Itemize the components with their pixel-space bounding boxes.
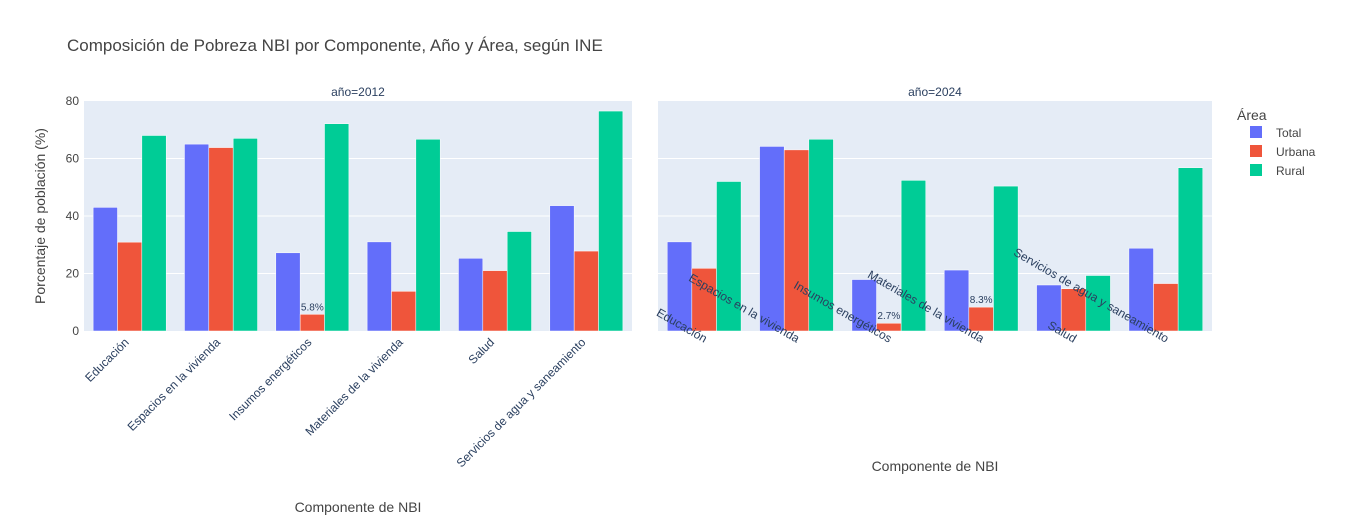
bar-rural[interactable] [1177, 167, 1204, 332]
bar-rural[interactable] [415, 138, 441, 332]
bar-rural[interactable] [993, 185, 1019, 332]
bar-urbana[interactable] [391, 291, 417, 332]
bar-rural[interactable] [900, 180, 927, 332]
x-tick-label: Espacios en la vivienda [125, 335, 224, 434]
legend-swatch [1250, 164, 1262, 176]
bar-rural[interactable] [1085, 275, 1111, 332]
bar-urbana[interactable] [691, 268, 717, 332]
legend-title: Área [1237, 107, 1267, 123]
y-tick-label: 60 [66, 152, 80, 166]
facet-label: año=2024 [908, 85, 962, 99]
bars[interactable] [666, 138, 1204, 332]
bar-rural[interactable] [598, 110, 624, 332]
y-axis-title: Porcentaje de población (%) [32, 128, 48, 304]
bar-urbana[interactable] [117, 241, 143, 332]
bar-data-label: 8.3% [970, 295, 993, 306]
bar-labels: 2.7% 8.3% [877, 295, 992, 322]
bar-total[interactable] [666, 241, 693, 332]
bar-total[interactable] [943, 269, 970, 332]
bar-rural[interactable] [324, 123, 350, 332]
bar-urbana[interactable] [783, 149, 810, 332]
x-axis-title: Componente de NBI [872, 458, 999, 474]
y-tick-label: 20 [66, 267, 80, 281]
x-axis-title: Componente de NBI [295, 499, 422, 515]
legend: Área Total Urbana Rural [1237, 107, 1316, 178]
bar-rural[interactable] [141, 135, 167, 332]
bar-labels: 5.8% [301, 302, 324, 313]
bar-rural[interactable] [808, 138, 834, 332]
y-tick-labels: 0 20 40 60 80 [66, 94, 80, 338]
bars[interactable] [92, 110, 624, 332]
bar-data-label: 2.7% [877, 311, 900, 322]
facet-label: año=2012 [331, 85, 385, 99]
x-tick-label: Salud [466, 335, 498, 367]
bar-rural[interactable] [232, 138, 258, 332]
bar-data-label: 5.8% [301, 302, 324, 313]
bar-urbana[interactable] [482, 270, 508, 332]
legend-items: Total Urbana Rural [1250, 126, 1316, 178]
bar-total[interactable] [759, 146, 785, 332]
chart-title: Composición de Pobreza NBI por Component… [67, 36, 603, 55]
bar-total[interactable] [92, 207, 118, 332]
bar-total[interactable] [1128, 247, 1154, 332]
bar-urbana[interactable] [299, 314, 325, 332]
bar-total[interactable] [366, 241, 392, 332]
bar-urbana[interactable] [573, 250, 599, 332]
y-gridlines [84, 158, 632, 274]
legend-swatch [1250, 145, 1262, 157]
bar-urbana[interactable] [1060, 288, 1087, 332]
y-tick-label: 40 [66, 209, 80, 223]
legend-item-label: Total [1276, 126, 1301, 140]
bar-total[interactable] [549, 205, 575, 332]
bar-rural[interactable] [716, 181, 742, 332]
bar-total[interactable] [458, 258, 484, 332]
x-tick-label: Educación [82, 335, 132, 385]
bar-total[interactable] [1036, 284, 1062, 332]
y-gridlines [658, 158, 1212, 274]
x-tick-label: Insumos energéticos [226, 335, 314, 423]
bar-urbana[interactable] [1153, 283, 1179, 332]
bar-urbana[interactable] [208, 147, 234, 332]
legend-swatch [1250, 126, 1262, 138]
y-tick-label: 80 [66, 94, 80, 108]
bar-total[interactable] [184, 143, 210, 332]
x-tick-label: Materiales de la vivienda [302, 335, 406, 439]
legend-item-label: Rural [1276, 164, 1305, 178]
legend-item-label: Urbana [1276, 145, 1316, 159]
bar-total[interactable] [275, 252, 301, 332]
y-tick-label: 0 [72, 324, 79, 338]
bar-rural[interactable] [506, 231, 532, 332]
bar-total[interactable] [851, 279, 877, 332]
